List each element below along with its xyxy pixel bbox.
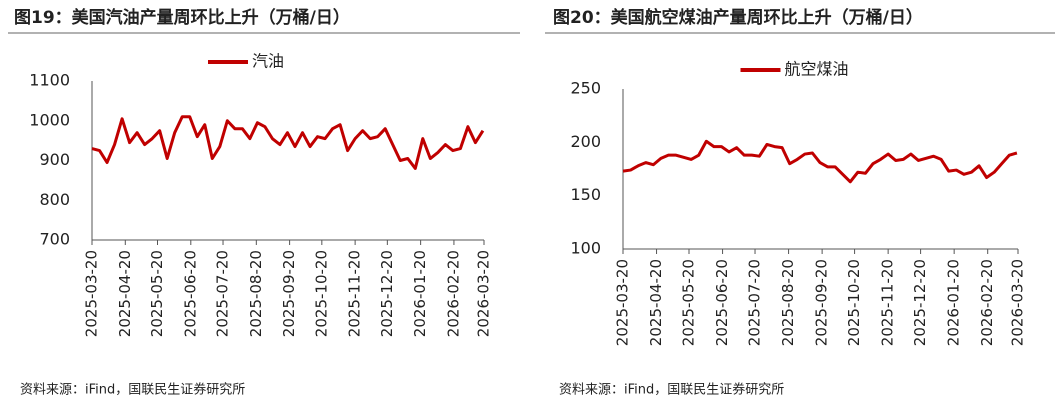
x-tick-label: 2025-09-20	[813, 259, 831, 346]
x-tick-label: 2025-08-20	[779, 259, 797, 346]
x-tick-label: 2025-03-20	[83, 250, 101, 337]
y-tick-label: 900	[39, 150, 70, 169]
x-tick-label: 2025-12-20	[378, 250, 396, 337]
y-tick-label: 150	[570, 185, 601, 204]
chart-title: 图19：美国汽油产量周环比上升（万桶/日）	[14, 7, 350, 28]
x-tick-label: 2025-12-20	[911, 259, 929, 346]
x-tick-label: 2025-07-20	[214, 250, 232, 337]
x-tick-label: 2026-01-20	[411, 250, 429, 337]
source-note: 资料来源：iFind，国联民生证券研究所	[20, 382, 245, 398]
x-tick-label: 2025-06-20	[181, 250, 199, 337]
x-tick-label: 2025-06-20	[713, 259, 731, 346]
x-tick-label: 2026-01-20	[945, 259, 963, 346]
data-line	[91, 115, 485, 170]
y-tick-label: 100	[570, 239, 601, 258]
x-tick-label: 2026-03-20	[1009, 259, 1027, 346]
x-tick-label: 2025-11-20	[879, 259, 897, 346]
source-note: 资料来源：iFind，国联民生证券研究所	[559, 382, 784, 398]
y-tick-label: 250	[570, 79, 601, 98]
y-tick-label: 1000	[29, 110, 70, 129]
x-tick-label: 2025-07-20	[746, 259, 764, 346]
x-tick-label: 2025-03-20	[614, 259, 632, 346]
y-tick-label: 800	[39, 190, 70, 209]
x-tick-label: 2025-11-20	[346, 250, 364, 337]
x-tick-label: 2025-04-20	[647, 259, 665, 346]
x-tick-label: 2025-10-20	[312, 250, 330, 337]
x-tick-label: 2025-05-20	[148, 250, 166, 337]
x-tick-label: 2025-08-20	[247, 250, 265, 337]
legend-label: 汽油	[252, 52, 284, 71]
chart-title: 图20：美国航空煤油产量周环比上升（万桶/日）	[553, 7, 923, 28]
y-tick-label: 1100	[29, 71, 70, 90]
legend-label: 航空煤油	[785, 60, 849, 79]
x-tick-label: 2025-09-20	[280, 250, 298, 337]
x-tick-label: 2025-04-20	[116, 250, 134, 337]
x-tick-label: 2026-02-20	[444, 250, 462, 337]
x-tick-label: 2026-03-20	[475, 250, 493, 337]
y-tick-label: 200	[570, 132, 601, 151]
x-tick-label: 2025-05-20	[680, 259, 698, 346]
x-tick-label: 2025-10-20	[845, 259, 863, 346]
y-tick-label: 700	[39, 230, 70, 249]
data-line	[622, 139, 1018, 184]
x-tick-label: 2026-02-20	[978, 259, 996, 346]
